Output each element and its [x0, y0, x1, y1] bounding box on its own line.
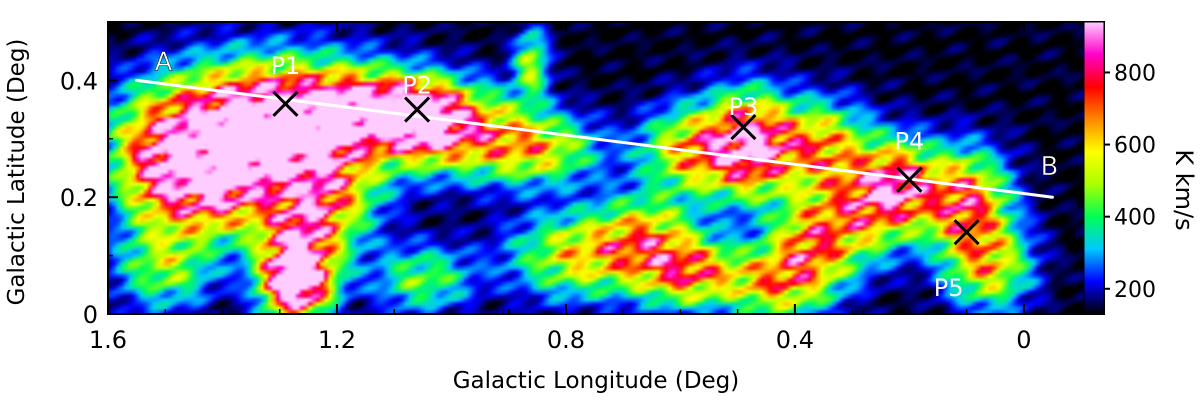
x-tick-label: 0.4 — [776, 326, 814, 354]
colorbar-tick-label: 600 — [1114, 134, 1156, 159]
marker-p5: P5 — [934, 219, 980, 302]
marker-p4: P4 — [895, 128, 925, 193]
colorbar-ticks: 200 400 600 800 — [1104, 61, 1156, 303]
colorbar-tick-label: 400 — [1114, 206, 1156, 231]
marker-p2: P2 — [402, 72, 432, 123]
x-tick-label: 0.8 — [547, 326, 585, 354]
colorbar-tick-label: 800 — [1114, 61, 1156, 86]
line-start-label: A — [155, 47, 173, 77]
x-tick-label: 1.6 — [89, 326, 127, 354]
marker-label: P4 — [895, 128, 925, 156]
y-tick-label: 0.2 — [60, 184, 98, 212]
x-tick-label: 0 — [1016, 326, 1031, 354]
marker-label: P3 — [729, 93, 759, 121]
colorbar-tick-label: 200 — [1114, 278, 1156, 303]
marker-cross — [896, 166, 923, 193]
y-tick-label: 0.4 — [60, 67, 98, 95]
marker-p1: P1 — [271, 52, 301, 117]
x-axis-label: Galactic Longitude (Deg) — [453, 368, 740, 394]
x-tick-label: 1.2 — [318, 326, 356, 354]
marker-p3: P3 — [729, 93, 759, 141]
marker-cross — [953, 219, 980, 246]
marker-label: P2 — [402, 72, 432, 100]
colorbar — [1083, 21, 1105, 315]
x-axis-ticks: 1.6 1.2 0.8 0.4 0 — [89, 22, 1082, 354]
intensity-map — [108, 22, 1104, 314]
colorbar-label: K km/s — [1170, 149, 1198, 230]
marker-cross — [404, 96, 431, 123]
marker-cross — [272, 90, 299, 117]
peak-markers: P1 P2 P3 P4 P5 — [271, 52, 980, 302]
y-axis-ticks: 0 0.2 0.4 — [60, 67, 118, 329]
y-axis-label: Galactic Latitude (Deg) — [4, 39, 30, 306]
marker-label: P5 — [934, 274, 964, 302]
y-tick-label: 0 — [83, 301, 98, 329]
line-end-label: B — [1040, 152, 1058, 182]
marker-label: P1 — [271, 52, 301, 80]
marker-cross — [730, 114, 757, 141]
